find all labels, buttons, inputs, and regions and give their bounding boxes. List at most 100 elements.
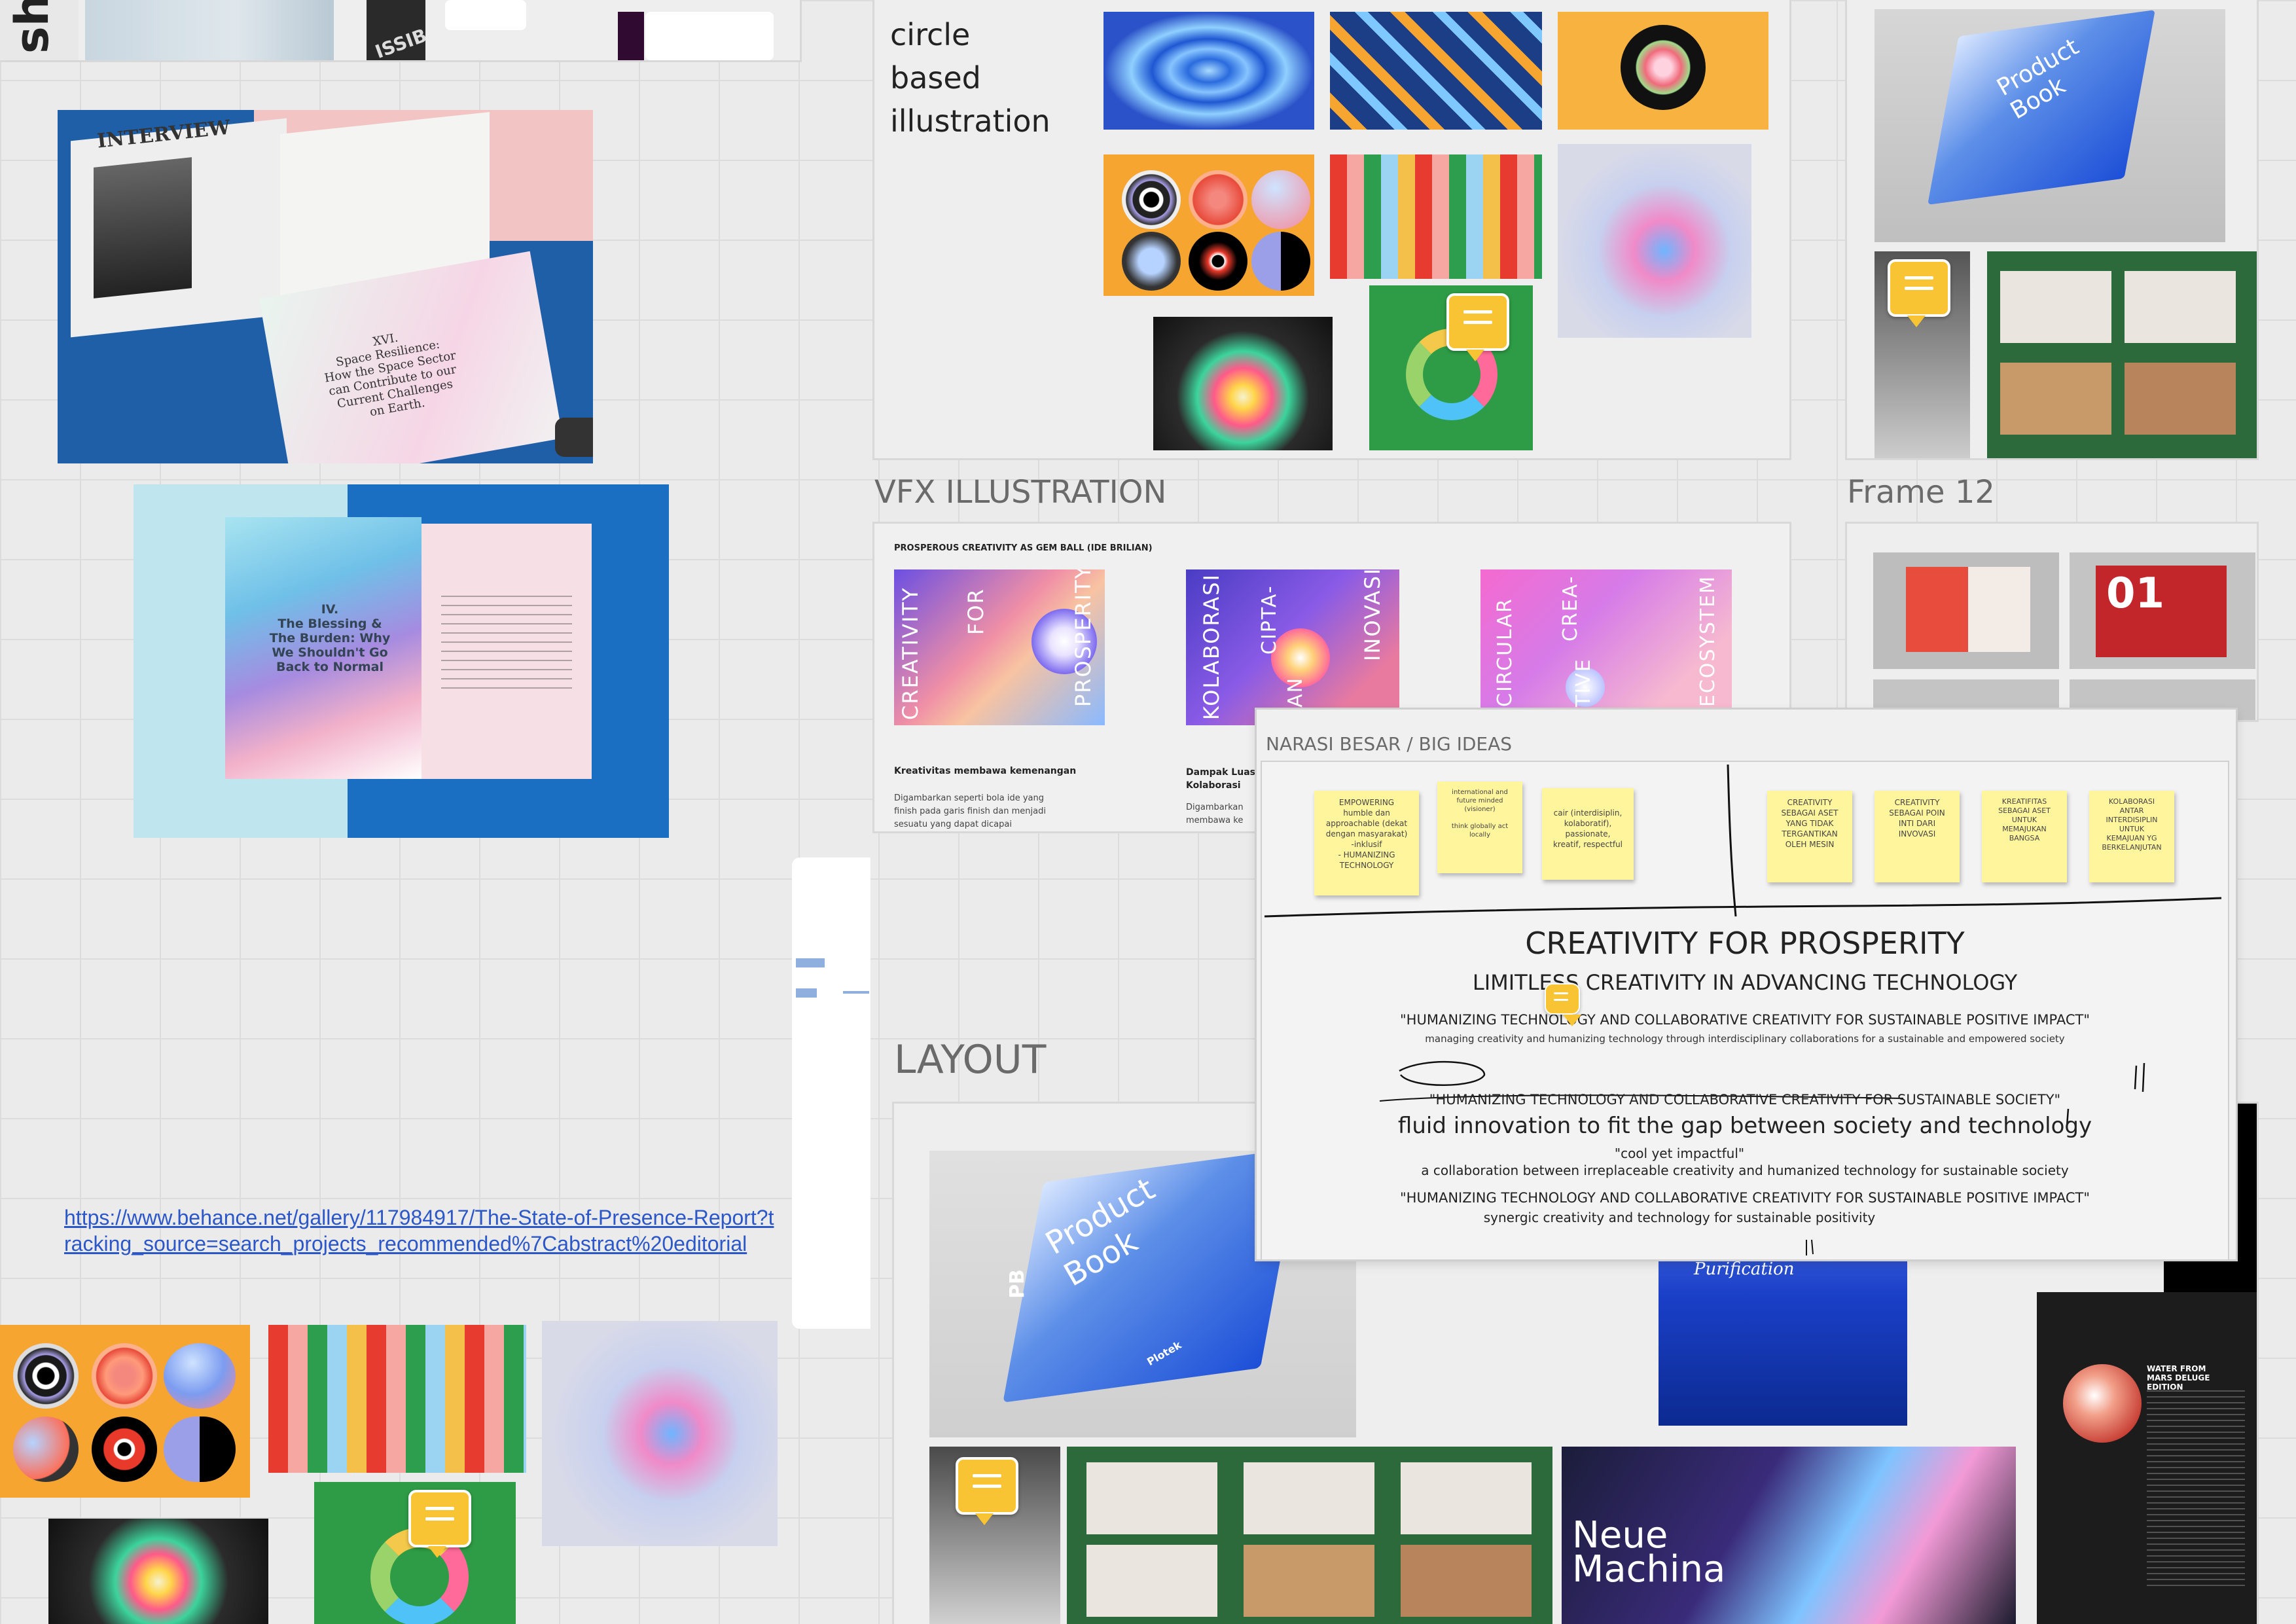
dark-poster-heading: WATER FROM MARS DELUGE EDITION <box>2147 1364 2210 1392</box>
gem-ball-3 <box>1566 668 1605 707</box>
panel-line-3 <box>843 991 869 994</box>
vfx-card2-word4: INOVASI <box>1360 569 1385 661</box>
spread-2 <box>2125 271 2236 343</box>
pill-grid-art[interactable] <box>268 1325 526 1473</box>
cover-text: ISSIB <box>372 24 425 60</box>
sticky-note[interactable]: CREATIVITY SEBAGAI POIN INTI DARI INVOVA… <box>1874 791 1960 882</box>
ring-art <box>13 1343 79 1409</box>
top-left-frame[interactable]: shap ISSIB <box>0 0 800 60</box>
product-book-side: PB <box>1005 1269 1029 1299</box>
circle-illustration-frame[interactable]: circle based illustration <box>874 0 1789 458</box>
flower-disc <box>1621 25 1706 110</box>
confetti-art-2[interactable] <box>1153 317 1333 450</box>
book-spreads-photo[interactable] <box>1987 251 2257 458</box>
confetti-art[interactable] <box>48 1519 268 1624</box>
hand-drawn-lines <box>1264 764 2222 1255</box>
vfx-card1-word2: FOR <box>963 588 988 635</box>
comment-icon[interactable] <box>1446 293 1509 361</box>
vfx-caption2-title: Dampak Luas Kolaborasi <box>1186 767 1255 791</box>
big-ideas-quote1: "HUMANIZING TECHNOLOGY AND COLLABORATIVE… <box>1400 1012 2090 1028</box>
sticky-note[interactable]: international and future minded (visione… <box>1437 782 1522 873</box>
pattern-stripes <box>1330 12 1542 130</box>
book-cover-gradient <box>225 517 422 779</box>
circle-art-orange[interactable] <box>0 1325 250 1498</box>
frame12-red-spread[interactable] <box>1873 552 2059 669</box>
gem-ball <box>1031 609 1097 674</box>
blessing-title: IV. The Blessing & The Burden: Why We Sh… <box>269 602 391 674</box>
spread-1 <box>2000 271 2111 343</box>
behance-link[interactable]: https://www.behance.net/gallery/11798491… <box>64 1206 774 1255</box>
big-ideas-board[interactable]: EMPOWERING humble dan approachable (deka… <box>1262 762 2228 1259</box>
vfx-caption2-body: Digambarkan membawa ke <box>1186 803 1244 825</box>
red-book <box>1906 567 2030 652</box>
vfx-card3-word1: CIRCULAR <box>1494 598 1516 707</box>
ring-art-5 <box>92 1416 157 1482</box>
vfx-card-2[interactable]: KOLABORASI CIPTA- KAN INOVASI <box>1186 569 1399 725</box>
purification-tag: Purification <box>1694 1259 1795 1279</box>
blue-orb-art[interactable] <box>1103 12 1314 130</box>
cover-thumbnail[interactable]: ISSIB <box>367 0 425 60</box>
c5 <box>1189 232 1247 291</box>
neue-machina-poster[interactable]: Neue Machina <box>1562 1447 2016 1624</box>
c3 <box>1251 170 1310 229</box>
vfx-card-3[interactable]: CIRCULAR CREA- TIVE ECOSYSTEM <box>1480 569 1732 711</box>
s5 <box>1244 1545 1374 1617</box>
side-white-panel[interactable] <box>792 857 870 1329</box>
book-spread-blessing[interactable]: IV. The Blessing & The Burden: Why We Sh… <box>134 484 669 838</box>
blob-art[interactable] <box>542 1321 778 1546</box>
sticky-note[interactable]: EMPOWERING humble dan approachable (deka… <box>1314 791 1419 895</box>
s6 <box>1401 1545 1532 1617</box>
blob-art-2[interactable] <box>1558 144 1751 338</box>
big-ideas-quote3: "HUMANIZING TECHNOLOGY AND COLLABORATIVE… <box>1400 1190 2090 1206</box>
comment-icon[interactable] <box>956 1457 1018 1525</box>
spread-3 <box>2000 363 2111 435</box>
book-spreads-large[interactable] <box>1067 1447 1552 1624</box>
product-book-frame[interactable]: Product Book <box>1847 0 2257 458</box>
circle-art-orange-2[interactable] <box>1103 154 1314 296</box>
vfx-card3-word3: TIVE <box>1572 658 1595 707</box>
frame12[interactable]: 01 <box>1847 524 2257 720</box>
phone-object <box>555 418 593 457</box>
pill-grid-art-2[interactable] <box>1330 154 1542 279</box>
c2 <box>1189 170 1247 229</box>
s2 <box>1244 1462 1374 1534</box>
pattern-art[interactable] <box>1330 12 1542 130</box>
dark-card[interactable] <box>618 12 644 60</box>
white-card[interactable] <box>445 0 526 30</box>
big-ideas-frame[interactable]: NARASI BESAR / BIG IDEAS EMPOWERING humb… <box>1257 710 2236 1259</box>
dark-poster[interactable]: WATER FROM MARS DELUGE EDITION <box>2037 1292 2257 1624</box>
sticky-note[interactable]: cair (interdisiplin, kolaboratif), passi… <box>1542 788 1634 880</box>
white-card-2[interactable] <box>645 12 774 60</box>
vfx-card-1[interactable]: CREATIVITY FOR PROSPERITY <box>894 569 1105 725</box>
s3 <box>1401 1462 1532 1534</box>
magazine-thumbnail[interactable] <box>85 0 334 60</box>
book-page-text <box>422 524 592 779</box>
vfx-caption1-body: Digambarkan seperti bola ide yang finish… <box>894 793 1046 829</box>
big-ideas-subhead: LIMITLESS CREATIVITY IN ADVANCING TECHNO… <box>1472 970 2018 995</box>
comment-icon[interactable] <box>1545 983 1581 1026</box>
comment-icon[interactable] <box>408 1490 471 1558</box>
sticky-note[interactable]: KREATIFITAS SEBAGAI ASET UNTUK MEMAJUKAN… <box>1982 791 2067 882</box>
ring-art-2 <box>92 1343 157 1409</box>
spread-4 <box>2125 363 2236 435</box>
frame12-01-spread[interactable]: 01 <box>2070 552 2255 669</box>
big-ideas-headline: CREATIVITY FOR PROSPERITY <box>1525 926 1965 961</box>
ring-art-4 <box>13 1416 79 1482</box>
ring-art-6 <box>164 1416 236 1482</box>
big-ideas-quote2: "HUMANIZING TECHNOLOGY AND COLLABORATIVE… <box>1429 1092 2061 1108</box>
ring-art-3 <box>164 1343 236 1409</box>
shape-thumbnail[interactable]: shap <box>0 0 79 60</box>
product-book-photo[interactable]: Product Book <box>1874 9 2225 242</box>
sticky-note[interactable]: KOLABORASI ANTAR INTERDISIPLIN UNTUK KEM… <box>2089 791 2174 882</box>
layout-frame-title: LAYOUT <box>894 1037 1047 1083</box>
big-ideas-quote1-sub: managing creativity and humanizing techn… <box>1425 1033 2065 1045</box>
c1 <box>1122 170 1181 229</box>
comment-icon[interactable] <box>1888 259 1950 327</box>
s1 <box>1086 1462 1217 1534</box>
c4 <box>1122 232 1181 291</box>
flower-art[interactable] <box>1558 12 1768 130</box>
gem-ball-2 <box>1271 628 1330 687</box>
book-spread-interview[interactable]: INTERVIEW XVI. Space Resilience: How the… <box>58 110 593 463</box>
sticky-note[interactable]: CREATIVITY SEBAGAI ASET YANG TIDAK TERGA… <box>1767 791 1852 882</box>
vfx-caption1-title: Kreativitas membawa kemenangan <box>894 766 1077 776</box>
